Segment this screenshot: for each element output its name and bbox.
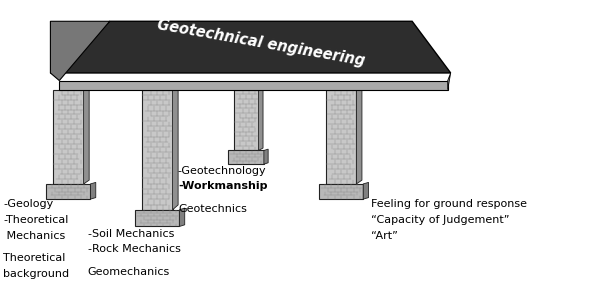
Bar — [326, 90, 356, 184]
Bar — [135, 210, 179, 226]
Text: -Geology: -Geology — [3, 199, 53, 209]
Bar — [142, 90, 173, 210]
Text: Theoretical: Theoretical — [3, 253, 65, 263]
Text: -Soil Mechanics: -Soil Mechanics — [88, 229, 174, 239]
Text: Geomechanics: Geomechanics — [88, 267, 170, 277]
Polygon shape — [50, 21, 110, 81]
Text: -Geotechnology: -Geotechnology — [178, 166, 266, 176]
Text: -Rock Mechanics: -Rock Mechanics — [88, 244, 181, 254]
Polygon shape — [448, 73, 451, 90]
Text: -Theoretical: -Theoretical — [3, 215, 68, 225]
Polygon shape — [59, 81, 448, 90]
Bar — [319, 184, 363, 199]
Polygon shape — [356, 86, 362, 184]
Polygon shape — [84, 86, 89, 184]
Polygon shape — [179, 208, 185, 226]
Polygon shape — [90, 182, 96, 199]
Polygon shape — [259, 87, 263, 150]
Text: “Art”: “Art” — [371, 231, 397, 241]
Text: background: background — [3, 269, 69, 279]
Text: Mechanics: Mechanics — [3, 231, 65, 241]
Polygon shape — [173, 85, 178, 210]
Polygon shape — [264, 149, 268, 164]
Bar — [228, 150, 264, 164]
Polygon shape — [50, 21, 451, 73]
Text: Feeling for ground response: Feeling for ground response — [371, 199, 527, 209]
Text: “Capacity of Judgement”: “Capacity of Judgement” — [371, 215, 509, 225]
Text: Geotechnical engineering: Geotechnical engineering — [156, 18, 366, 69]
Bar — [46, 184, 91, 199]
Bar — [234, 90, 259, 150]
Text: -Workmanship: -Workmanship — [178, 181, 267, 192]
Bar — [53, 90, 84, 184]
Text: Geotechnics: Geotechnics — [178, 204, 247, 214]
Polygon shape — [363, 182, 368, 199]
